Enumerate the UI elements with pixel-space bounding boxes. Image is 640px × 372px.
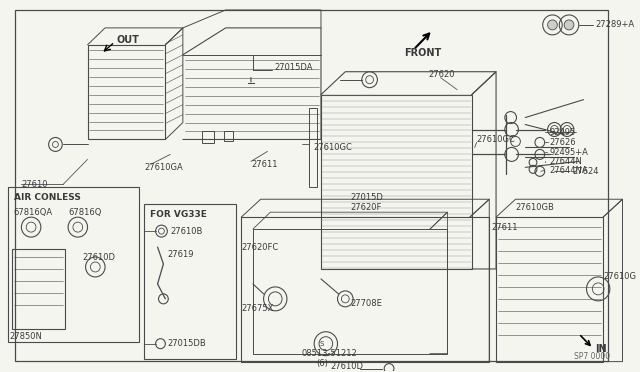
- Bar: [202, 131, 214, 144]
- Text: SP7 0000: SP7 0000: [574, 352, 610, 361]
- Text: 92495: 92495: [550, 128, 576, 137]
- Text: 27708E: 27708E: [350, 299, 382, 308]
- Text: OUT: OUT: [116, 35, 140, 45]
- Bar: [321, 94, 472, 269]
- Text: 27675X: 27675X: [241, 304, 273, 313]
- Bar: [12, 249, 65, 329]
- Text: 92495+A: 92495+A: [550, 148, 588, 157]
- Bar: [8, 187, 139, 342]
- Text: 27289+A: 27289+A: [595, 20, 634, 29]
- Text: 27610GB: 27610GB: [515, 203, 554, 212]
- Text: 27619: 27619: [167, 250, 194, 259]
- Circle shape: [548, 20, 557, 30]
- Text: (6): (6): [316, 359, 328, 368]
- Text: 27610: 27610: [21, 180, 48, 189]
- Text: 27610D: 27610D: [331, 362, 364, 371]
- Bar: [144, 204, 236, 359]
- Text: S: S: [319, 341, 323, 347]
- Text: 27626: 27626: [550, 138, 576, 147]
- Text: 27015D: 27015D: [350, 193, 383, 202]
- Text: 27620: 27620: [428, 70, 454, 79]
- Text: 27610B: 27610B: [170, 227, 203, 235]
- Text: 27610GA: 27610GA: [144, 163, 182, 172]
- Text: AIR CONLESS: AIR CONLESS: [13, 193, 81, 202]
- Text: FOR VG33E: FOR VG33E: [150, 210, 207, 219]
- Text: FRONT: FRONT: [404, 48, 441, 58]
- Text: 27644NA: 27644NA: [550, 166, 588, 175]
- Text: 27620FC: 27620FC: [241, 243, 278, 251]
- Bar: [253, 229, 447, 354]
- Bar: [224, 131, 234, 141]
- Text: 27624: 27624: [572, 167, 598, 176]
- Text: IN: IN: [595, 344, 607, 354]
- Circle shape: [563, 125, 571, 134]
- Text: 27610GC: 27610GC: [313, 143, 352, 152]
- Text: 27610D: 27610D: [83, 253, 116, 262]
- Text: 27610GC: 27610GC: [477, 135, 515, 144]
- Text: 27015DA: 27015DA: [275, 63, 313, 72]
- Text: 08513-51212: 08513-51212: [301, 349, 357, 358]
- Text: 27611: 27611: [491, 222, 518, 232]
- Text: 67816Q: 67816Q: [68, 208, 102, 217]
- Text: 27850N: 27850N: [10, 332, 43, 341]
- Bar: [88, 45, 165, 140]
- Text: 27611: 27611: [251, 160, 278, 169]
- Circle shape: [564, 20, 574, 30]
- Bar: [241, 217, 489, 362]
- Text: 27620F: 27620F: [350, 203, 381, 212]
- Bar: [496, 217, 603, 362]
- Circle shape: [550, 125, 558, 134]
- Text: 67816QA: 67816QA: [13, 208, 52, 217]
- Text: 27015DB: 27015DB: [167, 339, 206, 348]
- Bar: [309, 108, 317, 187]
- Text: 27644N: 27644N: [550, 157, 582, 166]
- Text: 27610G: 27610G: [603, 272, 636, 282]
